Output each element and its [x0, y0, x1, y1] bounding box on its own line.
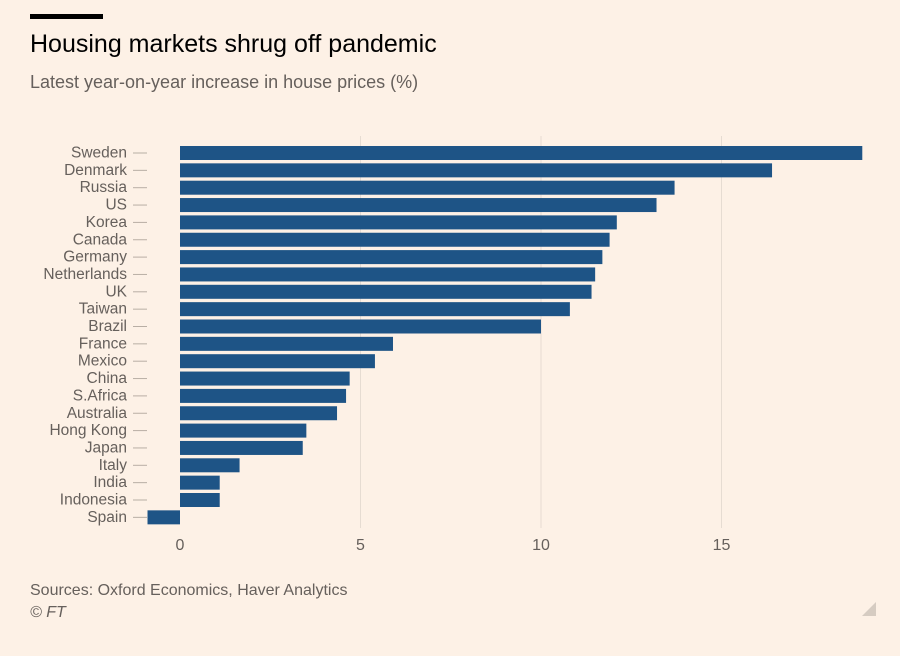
category-label: Korea — [86, 214, 128, 231]
category-label: Mexico — [78, 353, 127, 370]
bar-uk — [180, 284, 592, 299]
category-label: Denmark — [64, 162, 127, 179]
bar-canada — [180, 232, 610, 247]
category-label: India — [93, 474, 127, 491]
category-label: Canada — [73, 231, 128, 248]
category-label: Taiwan — [79, 301, 127, 318]
bar-india — [180, 475, 220, 490]
category-label: Australia — [67, 405, 128, 422]
category-label: China — [87, 370, 128, 387]
bar-us — [180, 198, 657, 213]
x-tick-label: 15 — [713, 537, 731, 554]
bar-hong-kong — [180, 423, 307, 438]
bar-germany — [180, 250, 603, 265]
resize-handle-icon[interactable] — [862, 602, 876, 616]
category-labels: SwedenDenmarkRussiaUSKoreaCanadaGermanyN… — [43, 145, 147, 526]
bar-france — [180, 336, 393, 351]
category-label: Hong Kong — [49, 422, 127, 439]
bar-japan — [180, 440, 303, 455]
bar-taiwan — [180, 302, 570, 317]
category-label: Germany — [63, 249, 127, 266]
bar-netherlands — [180, 267, 596, 282]
source-note: Sources: Oxford Economics, Haver Analyti… — [30, 582, 348, 599]
bar-sweden — [180, 146, 863, 160]
category-label: France — [79, 335, 127, 352]
bar-china — [180, 371, 350, 386]
x-tick-labels: 0 5 10 15 — [176, 537, 731, 554]
category-label: S.Africa — [73, 387, 128, 404]
category-label: US — [105, 197, 127, 214]
category-label: Italy — [99, 457, 128, 474]
bar-indonesia — [180, 493, 220, 507]
x-tick-label: 5 — [356, 537, 365, 554]
category-label: Japan — [85, 439, 127, 456]
chart-title: Housing markets shrug off pandemic — [30, 30, 437, 58]
bar-mexico — [180, 354, 375, 369]
bars — [147, 146, 863, 525]
bar-russia — [180, 180, 675, 195]
bar-s-africa — [180, 388, 347, 403]
bar-denmark — [180, 163, 773, 178]
bar-korea — [180, 215, 617, 230]
bar-italy — [180, 458, 240, 473]
x-tick-label: 0 — [176, 537, 185, 554]
category-label: UK — [105, 283, 127, 300]
category-label: Indonesia — [60, 492, 128, 509]
category-label: Brazil — [88, 318, 127, 335]
top-rule — [30, 14, 103, 19]
category-label: Sweden — [71, 145, 127, 162]
copyright: © FT — [30, 604, 66, 621]
category-label: Russia — [80, 179, 128, 196]
x-tick-label: 10 — [532, 537, 550, 554]
category-label: Netherlands — [43, 266, 127, 283]
bar-spain — [147, 510, 180, 525]
category-label: Spain — [87, 509, 127, 526]
bar-australia — [180, 406, 338, 421]
chart-subtitle: Latest year-on-year increase in house pr… — [30, 72, 419, 92]
bar-brazil — [180, 319, 541, 334]
bar-chart: SwedenDenmarkRussiaUSKoreaCanadaGermanyN… — [43, 136, 863, 554]
